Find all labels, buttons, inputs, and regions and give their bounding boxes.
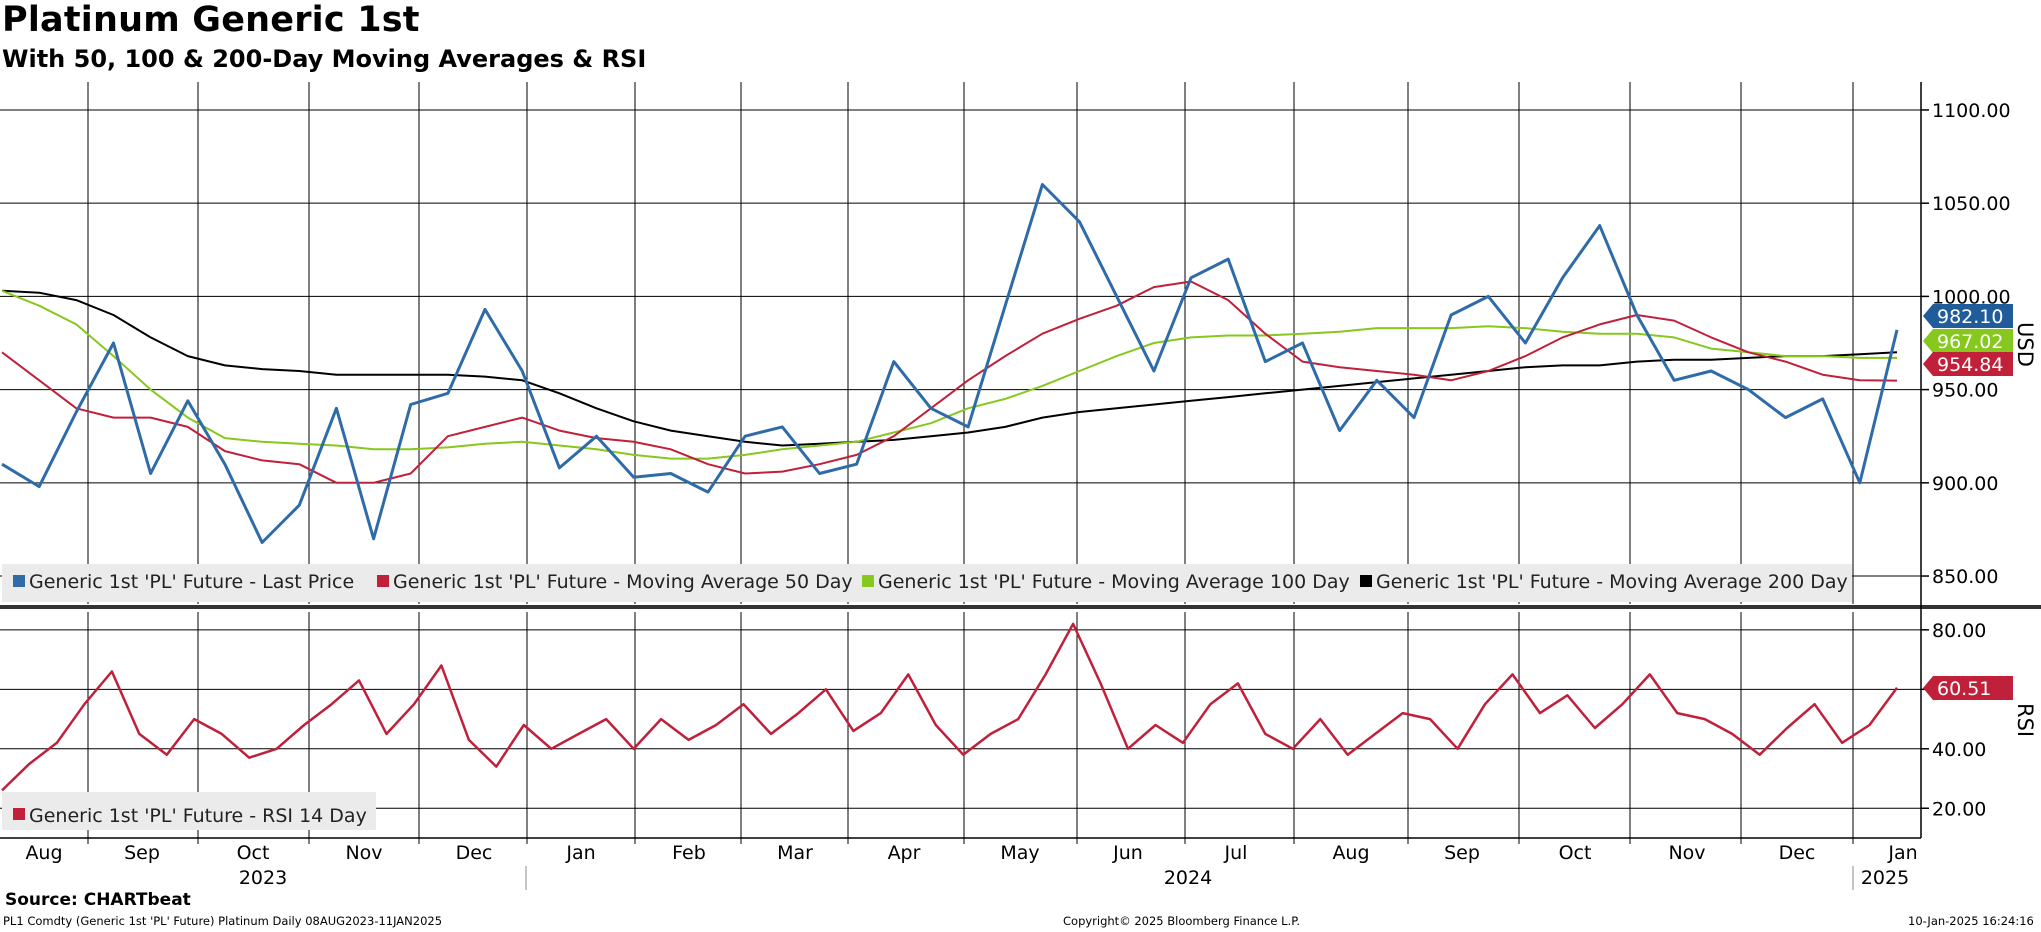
footer-center: Copyright© 2025 Bloomberg Finance L.P. <box>1063 914 1300 928</box>
ma100-last-tag: 967.02 <box>1937 331 2003 353</box>
legend-rsi-label: Generic 1st 'PL' Future - RSI 14 Day <box>29 805 367 827</box>
price-last-tag: 982.10 <box>1937 306 2003 328</box>
rsi-tick-label: 20.00 <box>1932 798 1986 820</box>
ma50-last-tag: 954.84 <box>1937 354 2003 376</box>
chart-subtitle: With 50, 100 & 200-Day Moving Averages &… <box>2 45 647 73</box>
price-tick-label: 1050.00 <box>1932 193 2011 215</box>
year-tick-label: 2024 <box>1164 867 1212 889</box>
price-last-tag-bg <box>1923 304 2013 328</box>
price-last-line <box>1 183 1899 544</box>
rsi-last-tag-bg <box>1923 676 2013 700</box>
price-tick-label: 850.00 <box>1932 566 1998 588</box>
month-tick-label: Nov <box>345 842 382 864</box>
price-series-group <box>1 183 1899 544</box>
grid-lines <box>0 82 1921 838</box>
month-tick-label: Sep <box>124 842 160 864</box>
month-tick-label: May <box>1000 842 1039 864</box>
month-tick-label: Oct <box>1559 842 1592 864</box>
price-axis-label: USD <box>2013 322 2037 367</box>
footer-left: PL1 Comdty (Generic 1st 'PL' Future) Pla… <box>3 914 443 928</box>
ma100-last-tag-bg <box>1923 329 2013 353</box>
month-tick-label: Jan <box>1887 842 1917 864</box>
rsi-legend-box <box>2 792 376 830</box>
ma200-line <box>1 289 1898 447</box>
month-tick-label: Apr <box>888 842 921 864</box>
year-tick-label: 2025 <box>1861 867 1909 889</box>
year-tick-label: 2023 <box>239 867 287 889</box>
price-tick-label: 950.00 <box>1932 380 1998 402</box>
month-tick-label: Dec <box>456 842 493 864</box>
legend-last-price-swatch <box>13 575 25 587</box>
month-tick-label: Jun <box>1112 842 1143 864</box>
footer-right: 10-Jan-2025 16:24:16 <box>1908 914 2034 928</box>
price-tick-label: 900.00 <box>1932 473 1998 495</box>
axes-group: 1100.00 1050.00 1000.00 950.00 900.00 850.00 8… <box>0 82 2041 890</box>
source-note: Source: CHARTbeat <box>5 890 191 910</box>
price-tick-label: 1000.00 <box>1932 286 2011 308</box>
legend-ma200-label: Generic 1st 'PL' Future - Moving Average… <box>1376 571 1848 593</box>
ma100-line <box>1 289 1897 460</box>
month-tick-label: Mar <box>777 842 813 864</box>
rsi-tick-label: 80.00 <box>1932 620 1986 642</box>
chart-title: Platinum Generic 1st <box>2 0 420 40</box>
rsi-tick-label: 40.00 <box>1932 739 1986 761</box>
rsi-line <box>1 622 1899 792</box>
legend-ma200-swatch <box>1360 575 1372 587</box>
rsi-axis-label: RSI <box>2013 703 2037 737</box>
rsi-series-group <box>1 622 1899 792</box>
month-tick-label: Aug <box>25 842 62 864</box>
ma50-line <box>1 280 1898 484</box>
legend-last-price-label: Generic 1st 'PL' Future - Last Price <box>29 571 354 593</box>
month-tick-label: Feb <box>672 842 706 864</box>
month-tick-label: Oct <box>237 842 270 864</box>
legend-rsi-swatch <box>13 808 25 820</box>
legend-ma50-label: Generic 1st 'PL' Future - Moving Average… <box>393 571 853 593</box>
month-tick-label: Jul <box>1224 842 1248 864</box>
legend-ma100-label: Generic 1st 'PL' Future - Moving Average… <box>878 571 1350 593</box>
price-legend-box <box>2 564 1852 602</box>
ma50-last-tag-bg <box>1923 352 2013 376</box>
legend-ma50-swatch <box>377 575 389 587</box>
legends-group: Generic 1st 'PL' Future - Last Price Gene… <box>2 564 1852 830</box>
month-tick-label: Jan <box>565 842 595 864</box>
price-tick-label: 1100.00 <box>1932 100 2011 122</box>
month-tick-label: Aug <box>1332 842 1369 864</box>
legend-ma100-swatch <box>862 575 874 587</box>
month-tick-label: Nov <box>1668 842 1705 864</box>
month-tick-label: Sep <box>1444 842 1480 864</box>
month-tick-label: Dec <box>1779 842 1816 864</box>
rsi-last-tag: 60.51 <box>1937 678 1991 700</box>
